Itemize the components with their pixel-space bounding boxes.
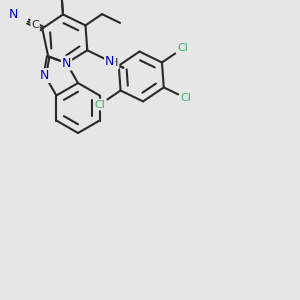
Text: Cl: Cl: [177, 44, 188, 53]
Text: C: C: [31, 20, 39, 30]
Text: N: N: [105, 55, 115, 68]
Text: N: N: [9, 8, 18, 21]
Text: H: H: [110, 58, 118, 68]
Text: Cl: Cl: [181, 93, 192, 103]
Text: N: N: [40, 69, 50, 82]
Text: Cl: Cl: [94, 100, 105, 110]
Text: N: N: [62, 57, 71, 70]
